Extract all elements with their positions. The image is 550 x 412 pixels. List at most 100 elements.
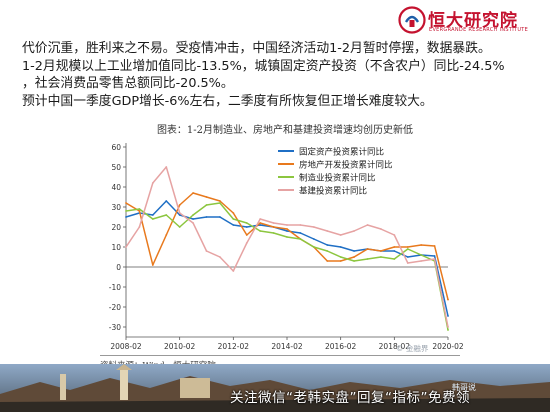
figure-divider — [100, 355, 460, 356]
data-point — [286, 228, 288, 230]
data-point — [286, 230, 288, 232]
data-point — [380, 228, 382, 230]
data-point — [447, 298, 449, 301]
data-point — [219, 256, 221, 258]
body-line-2: 1-2月规模以上工业增加值同比-13.5%，城镇固定资产投资（不含农户）同比-2… — [22, 58, 505, 74]
body-line-4: 预计中国一季度GDP增长-6%左右，二季度有所恢复但正增长难度较大。 — [22, 93, 433, 109]
data-point — [219, 216, 221, 218]
data-point — [353, 260, 355, 262]
figure: 图表：1-2月制造业、房地产和基建投资增速均创历史新低 -30 -20 -10 0 10… — [100, 121, 470, 371]
data-point — [151, 218, 154, 220]
data-point — [232, 270, 235, 272]
data-point — [245, 226, 248, 228]
brand-name-en: EVERGRANDE RESEARCH INSTITUTE — [429, 27, 529, 33]
y-tick-label: 30 — [111, 203, 121, 212]
data-point — [326, 244, 329, 246]
x-tick-label: 2016-02 — [325, 342, 357, 351]
data-point — [165, 234, 168, 236]
x-tick-label: 2020-02 — [432, 342, 464, 351]
data-point — [447, 326, 449, 328]
y-tick-label: 60 — [111, 143, 121, 152]
data-point — [272, 226, 275, 228]
y-tick-label: -10 — [109, 283, 121, 292]
data-point — [178, 226, 181, 228]
brand-logo: 恒大研究院 EVERGRANDE RESEARCH INSTITUTE — [398, 5, 548, 37]
y-tick-label: 20 — [111, 223, 121, 232]
y-tick-label: -20 — [109, 303, 121, 312]
data-point — [312, 238, 315, 240]
data-point — [406, 248, 409, 250]
data-point — [299, 224, 302, 226]
data-point — [125, 216, 127, 218]
data-point — [138, 210, 141, 212]
data-point — [339, 246, 342, 248]
data-point — [259, 230, 262, 232]
data-point — [299, 232, 302, 234]
data-point — [232, 218, 235, 220]
y-tick-label: 40 — [111, 183, 121, 192]
data-point — [433, 258, 436, 260]
data-point — [406, 256, 409, 258]
data-point — [272, 222, 275, 224]
data-point — [447, 329, 449, 331]
data-point — [192, 214, 194, 216]
data-point — [245, 242, 248, 244]
data-point — [393, 234, 396, 236]
body-text: 代价沉重，胜利来之不易。受疫情冲击，中国经济活动1-2月暂时停摆，数据暴跌。 1… — [22, 40, 542, 110]
figure-title: 图表：1-2月制造业、房地产和基建投资增速均创历史新低 — [156, 125, 414, 136]
footer-logo-text: 韩哥说 — [452, 383, 476, 392]
data-point — [339, 234, 342, 236]
body-line-1: 代价沉重，胜利来之不易。受疫情冲击，中国经济活动1-2月暂时停摆，数据暴跌。 — [22, 41, 491, 56]
data-point — [433, 255, 436, 257]
data-point — [192, 192, 194, 194]
data-point — [219, 200, 221, 202]
data-point — [393, 246, 396, 248]
legend-label: 制造业投资累计同比 — [299, 173, 376, 184]
investment-growth-chart: -30 -20 -10 0 10 20 30 40 50 60 2008-02 2010-02 2012… — [109, 143, 464, 351]
data-point — [151, 182, 154, 184]
data-point — [353, 250, 355, 252]
data-point — [393, 250, 396, 252]
data-point — [192, 222, 194, 224]
body-line-3: ，社会消费品零售总额同比-20.5%。 — [22, 76, 234, 91]
data-point — [178, 204, 181, 206]
data-point — [178, 214, 181, 216]
data-point — [286, 224, 288, 226]
y-tick-label: 10 — [111, 243, 121, 252]
data-point — [138, 226, 141, 228]
data-point — [205, 250, 208, 252]
data-point — [326, 250, 329, 252]
series-line-3 — [125, 202, 449, 331]
data-point — [205, 216, 208, 218]
data-point — [125, 210, 127, 212]
footer-background-image — [0, 364, 550, 412]
data-point — [192, 218, 194, 220]
data-point — [339, 256, 342, 258]
y-tick-label: 50 — [111, 163, 121, 172]
data-point — [165, 166, 168, 168]
data-point — [151, 264, 154, 266]
data-point — [366, 248, 369, 250]
legend-label: 基建投资累计同比 — [299, 186, 367, 197]
data-point — [393, 258, 396, 260]
data-point — [232, 212, 235, 214]
data-point — [380, 256, 382, 258]
data-point — [138, 208, 141, 210]
data-point — [353, 256, 355, 258]
data-point — [259, 224, 262, 226]
data-point — [259, 218, 262, 220]
data-point — [272, 232, 275, 234]
x-tick-label: 2018-02 — [379, 342, 411, 351]
data-point — [286, 236, 288, 238]
data-point — [420, 244, 423, 246]
data-point — [326, 230, 329, 232]
data-point — [245, 222, 248, 224]
data-point — [259, 222, 262, 224]
x-tick-label: 2008-02 — [110, 342, 142, 351]
data-point — [420, 260, 423, 262]
data-point — [165, 214, 168, 216]
data-point — [420, 254, 423, 256]
data-point — [232, 224, 235, 226]
data-point — [205, 196, 208, 198]
brand-name-cn: 恒大研究院 — [428, 11, 518, 31]
